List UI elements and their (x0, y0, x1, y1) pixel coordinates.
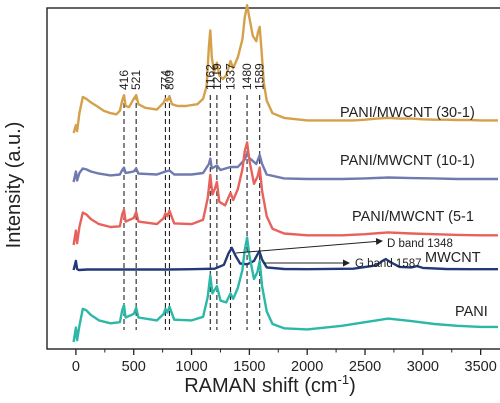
peak-label: 521 (129, 70, 143, 90)
peak-label: 809 (163, 70, 177, 90)
x-tick-label: 1500 (233, 359, 265, 375)
series-name-label: PANI/MWCNT (30-1) (340, 105, 475, 121)
series-name-label: PANI/MWCNT (5-1 (352, 209, 474, 225)
series-line (72, 152, 498, 183)
axes-group: 0 500 1000 1500 2000 2500 3000 3500 (46, 7, 500, 375)
series-group (72, 3, 498, 343)
x-tick-label: 3500 (465, 359, 497, 375)
d-band-arrow (235, 238, 383, 254)
series-name-label: PANI/MWCNT (10-1) (340, 153, 475, 169)
g-band-label: G band 1587 (355, 258, 422, 270)
peak-label: 1337 (224, 63, 238, 90)
series-name-label: MWCNT (425, 250, 481, 266)
series-line (72, 246, 498, 272)
y-axis-title: Intensity (a.u.) (3, 122, 25, 249)
series-line (72, 236, 498, 343)
x-axis-title-sup: -1 (338, 372, 350, 387)
d-band-label: D band 1348 (387, 238, 453, 250)
peak-label: 1480 (240, 63, 254, 90)
x-tick-label: 500 (122, 359, 146, 375)
plot-frame (46, 7, 500, 350)
series-name-label: PANI (455, 304, 488, 320)
peak-label: 774 (158, 70, 172, 90)
x-tick-label: 2000 (291, 359, 323, 375)
series-line (72, 3, 498, 134)
x-axis-title: RAMAN shift (cm-1) (184, 372, 356, 397)
peak-label: 416 (117, 70, 131, 90)
peak-guides-group (123, 95, 261, 330)
peak-label: 1162 (203, 64, 217, 90)
x-tick-label: 1000 (175, 359, 207, 375)
x-tick-label: 3000 (407, 359, 439, 375)
peak-label: 1589 (253, 63, 267, 90)
peak-label: 1219 (210, 63, 224, 90)
x-tick-label: 0 (72, 359, 80, 375)
x-tick-label: 2500 (349, 359, 381, 375)
series-line (72, 141, 498, 246)
x-axis-title-end: ) (349, 375, 356, 397)
x-axis-title-main: RAMAN shift (cm (184, 375, 337, 397)
band-annotations: D band 1348 G band 1587 (235, 238, 453, 270)
